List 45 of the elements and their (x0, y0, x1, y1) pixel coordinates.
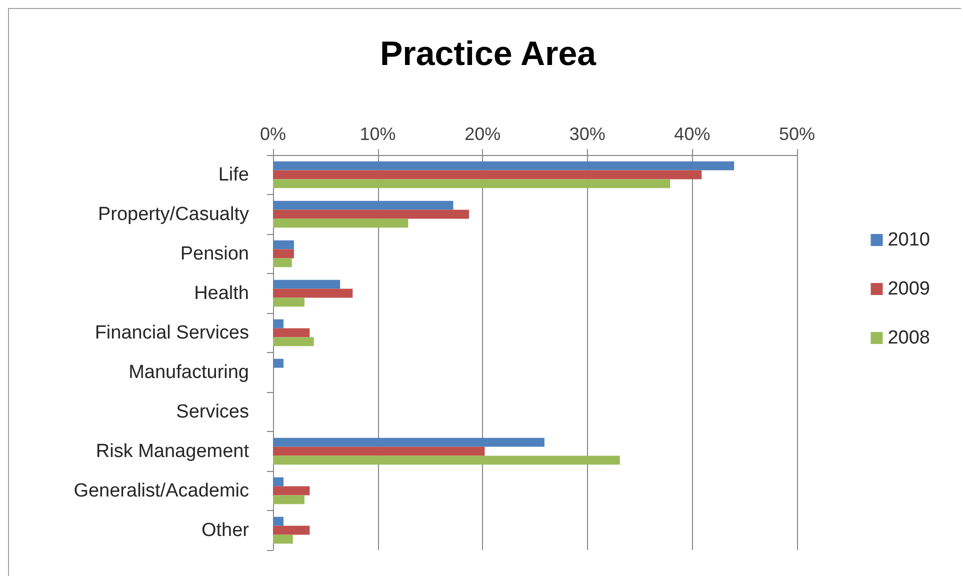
bar (273, 337, 314, 346)
bar (273, 358, 284, 368)
y-tick-label: Manufacturing (128, 362, 249, 383)
bar (273, 280, 340, 289)
bar (273, 288, 353, 298)
bar (273, 328, 310, 338)
bar (273, 446, 485, 456)
bar (273, 218, 408, 228)
y-tick-label: Services (176, 401, 249, 422)
legend-label: 2010 (888, 230, 930, 250)
bar (273, 486, 310, 496)
y-tick-label: Property/Casualty (98, 204, 250, 225)
x-tick-label: 40% (674, 124, 710, 144)
bar (273, 249, 294, 258)
bar (273, 534, 293, 544)
y-tick-label: Risk Management (96, 440, 250, 462)
bar (273, 210, 469, 219)
x-tick-label: 30% (569, 124, 606, 144)
bar (273, 161, 734, 170)
chart-title: Practice Area (380, 35, 598, 73)
bar (273, 319, 284, 328)
y-tick-label: Pension (180, 243, 249, 264)
x-tick-label: 20% (464, 124, 501, 144)
bar (273, 240, 294, 250)
y-tick-label: Financial Services (94, 322, 249, 344)
legend-label: 2008 (888, 328, 930, 348)
bar (273, 200, 454, 210)
bar (273, 179, 670, 188)
bar (273, 516, 284, 526)
y-tick-label: Other (201, 520, 250, 541)
bar (273, 526, 310, 535)
x-tick-label: 10% (360, 124, 396, 144)
bar (273, 170, 702, 180)
y-tick-label: Generalist/Academic (74, 480, 249, 502)
y-tick-label: Health (194, 282, 249, 304)
bar (273, 258, 292, 268)
bar (273, 477, 284, 486)
x-tick-label: 0% (260, 124, 286, 144)
y-tick-label: Life (218, 164, 249, 186)
bar (273, 456, 620, 465)
bar (273, 495, 304, 504)
legend-label: 2009 (888, 278, 930, 300)
x-tick-label: 50% (778, 124, 816, 144)
bar (273, 438, 544, 447)
bar (273, 298, 304, 307)
